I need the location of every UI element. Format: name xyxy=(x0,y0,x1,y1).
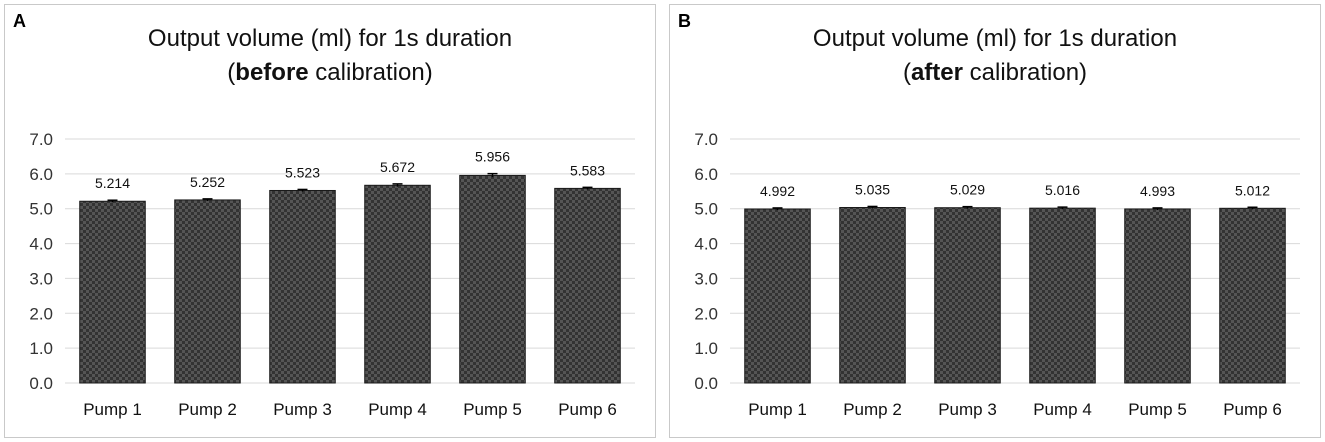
chart-title-line2: (after calibration) xyxy=(670,57,1320,89)
bar xyxy=(1124,208,1191,384)
y-tick-label: 6.0 xyxy=(694,165,718,184)
bar xyxy=(79,200,146,384)
y-tick-label: 3.0 xyxy=(694,269,718,288)
x-tick-label: Pump 2 xyxy=(178,400,237,419)
x-tick-label: Pump 4 xyxy=(368,400,427,419)
panel-label: A xyxy=(13,11,26,31)
y-tick-label: 4.0 xyxy=(29,235,53,254)
x-tick-label: Pump 2 xyxy=(843,400,902,419)
data-label: 5.672 xyxy=(380,159,415,175)
bar xyxy=(174,199,241,384)
x-tick-label: Pump 4 xyxy=(1033,400,1092,419)
chart-panel-b: B Output volume (ml) for 1s duration (af… xyxy=(669,4,1321,438)
y-tick-label: 0.0 xyxy=(29,374,53,393)
bar xyxy=(934,207,1001,384)
x-tick-label: Pump 6 xyxy=(1223,400,1282,419)
chart-title-line2: (before calibration) xyxy=(5,57,655,89)
chart-title-line1: Output volume (ml) for 1s duration xyxy=(812,25,1178,52)
y-tick-label: 3.0 xyxy=(29,269,53,288)
x-tick-label: Pump 6 xyxy=(558,400,617,419)
y-tick-label: 4.0 xyxy=(694,235,718,254)
data-label: 5.956 xyxy=(475,149,510,165)
x-tick-label: Pump 1 xyxy=(748,400,807,419)
data-label: 5.214 xyxy=(95,175,130,191)
title-open-paren: ( xyxy=(902,59,911,86)
bar-chart-b: 0.0 1.0 2.0 3.0 4.0 5.0 6.0 7.0 4.992 Pump 1 5.035… xyxy=(694,130,1300,419)
data-label: 5.252 xyxy=(190,174,225,190)
title-bold-word: after xyxy=(910,59,963,86)
bar xyxy=(744,208,811,384)
y-tick-label: 2.0 xyxy=(694,304,718,323)
x-tick-label: Pump 5 xyxy=(1128,400,1187,419)
chart-panel-a: A Output volume (ml) for 1s duration (be… xyxy=(4,4,656,438)
y-tick-label: 5.0 xyxy=(694,200,718,219)
y-tick-label: 5.0 xyxy=(29,200,53,219)
bar-chart-a: 0.0 1.0 2.0 3.0 4.0 5.0 6.0 7.0 5.214 Pump 1 5.252… xyxy=(29,130,635,419)
y-tick-label: 6.0 xyxy=(29,165,53,184)
title-open-paren: ( xyxy=(227,59,236,86)
data-label: 5.583 xyxy=(570,162,605,178)
bar xyxy=(1219,207,1286,384)
bar xyxy=(839,206,906,384)
x-tick-label: Pump 3 xyxy=(273,400,332,419)
data-label: 5.016 xyxy=(1045,182,1080,198)
y-tick-label: 7.0 xyxy=(694,130,718,149)
x-tick-label: Pump 5 xyxy=(463,400,522,419)
title-rest: calibration) xyxy=(962,59,1088,86)
title-rest: calibration) xyxy=(308,59,433,86)
data-label: 5.035 xyxy=(855,181,890,197)
bar xyxy=(1029,207,1096,384)
data-label: 5.523 xyxy=(285,164,320,180)
y-tick-label: 1.0 xyxy=(29,339,53,358)
x-tick-label: Pump 3 xyxy=(938,400,997,419)
data-label: 5.029 xyxy=(950,182,985,198)
chart-title-line1: Output volume (ml) for 1s duration xyxy=(147,25,513,52)
bar xyxy=(269,189,336,384)
data-label: 4.993 xyxy=(1140,183,1175,199)
y-tick-label: 7.0 xyxy=(29,130,53,149)
y-tick-label: 0.0 xyxy=(694,374,718,393)
y-tick-label: 1.0 xyxy=(694,339,718,358)
bar xyxy=(459,174,526,384)
data-label: 5.012 xyxy=(1235,182,1270,198)
y-tick-label: 2.0 xyxy=(29,304,53,323)
title-bold-word: before xyxy=(235,59,309,86)
data-label: 4.992 xyxy=(760,183,795,199)
panel-label: B xyxy=(678,11,691,31)
bar xyxy=(364,184,431,384)
x-tick-label: Pump 1 xyxy=(83,400,142,419)
bar xyxy=(554,187,621,384)
